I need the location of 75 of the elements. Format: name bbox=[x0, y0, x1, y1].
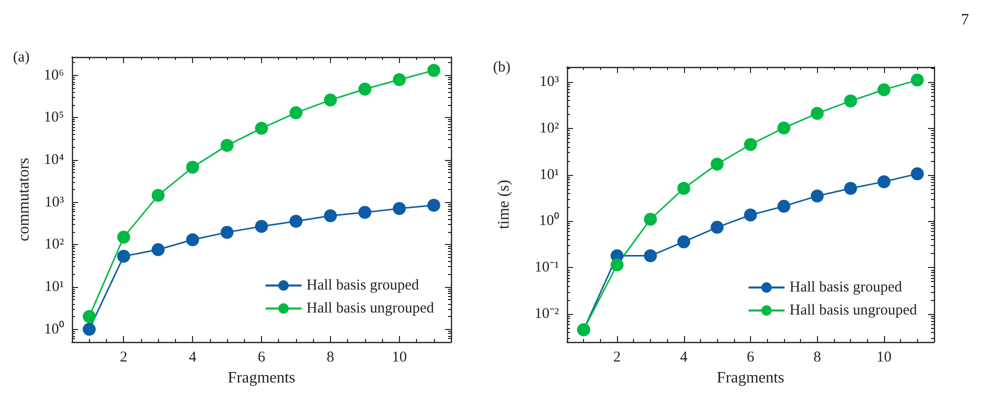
point bbox=[324, 209, 337, 222]
point bbox=[289, 214, 302, 228]
x-tick-label: 8 bbox=[326, 350, 334, 366]
text: 7 bbox=[961, 12, 969, 28]
point bbox=[710, 158, 724, 171]
point bbox=[255, 122, 268, 135]
legend-label: Hall basis ungrouped bbox=[790, 302, 918, 318]
x-tick-label: 4 bbox=[680, 350, 688, 366]
point bbox=[324, 94, 337, 107]
point bbox=[186, 233, 200, 246]
point bbox=[427, 64, 440, 77]
point bbox=[152, 243, 165, 256]
point bbox=[710, 220, 724, 234]
point bbox=[677, 235, 690, 248]
point bbox=[744, 138, 757, 151]
point bbox=[844, 94, 858, 108]
point bbox=[392, 73, 406, 86]
y-tick-label: 10⁴ bbox=[44, 152, 64, 168]
point bbox=[910, 167, 924, 180]
y-tick-label: 10⁻² bbox=[534, 306, 560, 322]
point bbox=[117, 250, 130, 263]
point bbox=[910, 74, 924, 87]
point bbox=[877, 83, 890, 96]
point bbox=[117, 230, 130, 244]
chart-title: (b) bbox=[493, 60, 510, 76]
point bbox=[427, 198, 440, 212]
y-tick-label: 10² bbox=[540, 120, 560, 136]
point bbox=[289, 106, 302, 120]
x-tick-label: 6 bbox=[746, 350, 755, 366]
point bbox=[677, 182, 690, 195]
x-tick-label: 8 bbox=[813, 350, 821, 366]
point bbox=[220, 138, 234, 152]
y-tick-label: 10¹ bbox=[44, 278, 64, 295]
y-tick-label: 10⁵ bbox=[44, 110, 64, 126]
legend-label: Hall basis ungrouped bbox=[306, 300, 434, 316]
point bbox=[610, 258, 624, 272]
legend-label: Hall basis grouped bbox=[790, 280, 902, 296]
y-axis-title: time (s) bbox=[496, 180, 512, 230]
point bbox=[358, 206, 372, 219]
point bbox=[844, 182, 858, 195]
y-tick-label: 10¹ bbox=[540, 166, 559, 183]
point bbox=[644, 249, 657, 262]
point bbox=[644, 212, 657, 226]
point bbox=[392, 202, 406, 216]
y-tick-label: 10⁻¹ bbox=[534, 260, 559, 276]
point bbox=[220, 226, 234, 239]
x-tick-label: 10 bbox=[876, 350, 892, 366]
x-axis-title: Fragments bbox=[228, 370, 296, 386]
y-tick-label: 10² bbox=[44, 236, 64, 253]
y-tick-label: 10⁶ bbox=[44, 67, 64, 84]
x-tick-label: 2 bbox=[613, 350, 621, 366]
y-axis-title: commutators bbox=[16, 158, 32, 242]
point bbox=[810, 106, 824, 120]
point bbox=[82, 310, 96, 324]
chart-title: (a) bbox=[13, 50, 30, 66]
point bbox=[186, 160, 200, 174]
point bbox=[255, 220, 268, 233]
point bbox=[777, 200, 790, 213]
point bbox=[877, 175, 890, 188]
y-tick-label: 10⁰ bbox=[539, 212, 559, 230]
x-tick-label: 2 bbox=[120, 350, 128, 366]
legend-label: Hall basis grouped bbox=[306, 278, 420, 294]
y-tick-label: 10⁰ bbox=[44, 320, 64, 338]
y-tick-label: 10³ bbox=[44, 194, 64, 210]
point bbox=[810, 189, 824, 202]
x-tick-label: 4 bbox=[188, 350, 197, 366]
y-tick-label: 10³ bbox=[540, 74, 560, 90]
x-axis-title: Fragments bbox=[716, 370, 784, 386]
point bbox=[358, 82, 372, 96]
point bbox=[777, 121, 790, 134]
point bbox=[744, 208, 757, 222]
x-tick-label: 10 bbox=[392, 350, 407, 366]
point bbox=[82, 322, 96, 336]
x-tick-label: 6 bbox=[258, 350, 266, 366]
point bbox=[152, 188, 165, 202]
